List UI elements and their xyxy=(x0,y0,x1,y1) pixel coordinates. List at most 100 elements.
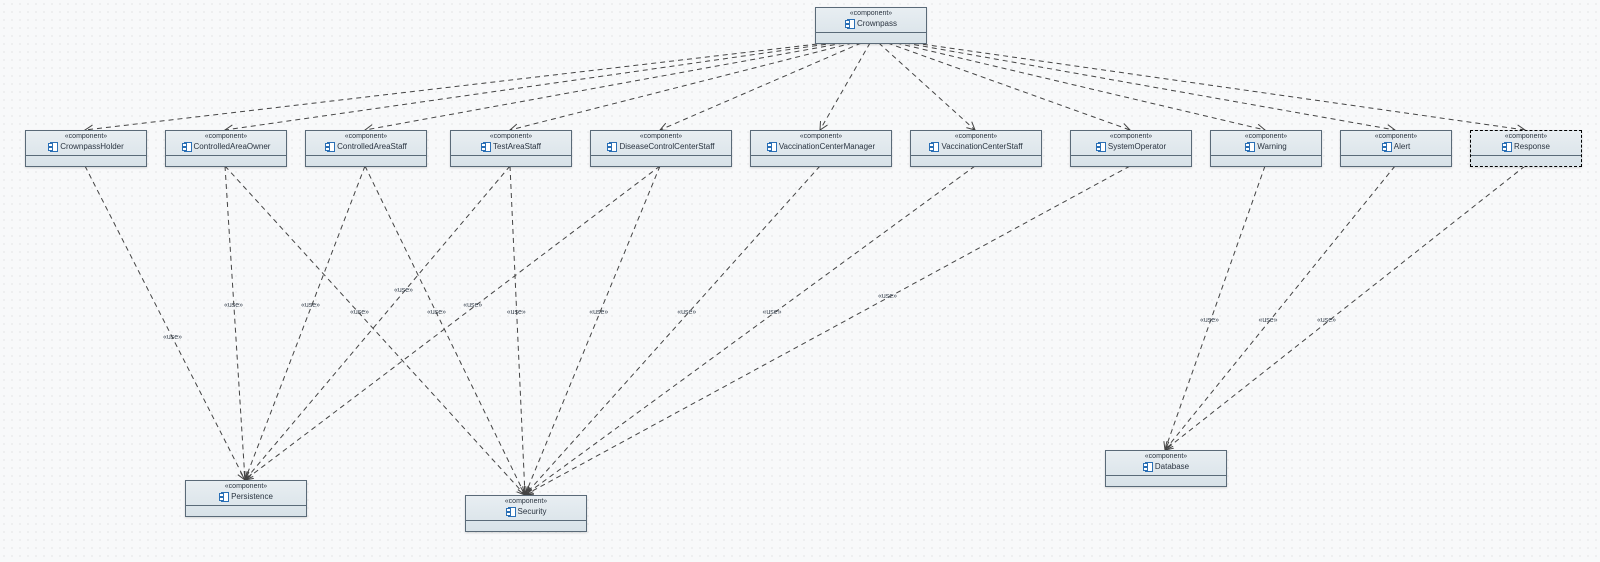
component-icon xyxy=(219,492,228,501)
stereotype-label: «component» xyxy=(186,481,306,491)
component-body xyxy=(1106,476,1226,486)
diagram-canvas: «component»Crownpass«component»Crownpass… xyxy=(0,0,1600,562)
component-icon xyxy=(1143,462,1152,471)
component-body xyxy=(1211,156,1321,166)
component-name-row: DiseaseControlCenterStaff xyxy=(591,141,731,156)
component-crownpass[interactable]: «component»Crownpass xyxy=(815,7,927,44)
component-name-row: ControlledAreaStaff xyxy=(306,141,426,156)
component-testAreaStaff[interactable]: «component»TestAreaStaff xyxy=(450,130,572,167)
component-icon xyxy=(48,142,57,151)
stereotype-label: «component» xyxy=(1211,131,1321,141)
component-name-row: VaccinationCenterManager xyxy=(751,141,891,156)
use-label: «use» xyxy=(878,293,897,300)
component-icon xyxy=(1245,142,1254,151)
component-name-row: Warning xyxy=(1211,141,1321,156)
component-body xyxy=(26,156,146,166)
use-label: «use» xyxy=(463,302,482,309)
component-response[interactable]: «component»Response xyxy=(1470,130,1582,167)
component-name-row: Security xyxy=(466,506,586,521)
component-icon xyxy=(1096,142,1105,151)
use-label: «use» xyxy=(394,287,413,294)
component-crownpassHolder[interactable]: «component»CrownpassHolder xyxy=(25,130,147,167)
stereotype-label: «component» xyxy=(816,8,926,18)
component-icon xyxy=(767,142,776,151)
component-persistence[interactable]: «component»Persistence xyxy=(185,480,307,517)
component-name-row: CrownpassHolder xyxy=(26,141,146,156)
component-vaccinationCenterManager[interactable]: «component»VaccinationCenterManager xyxy=(750,130,892,167)
component-label: Alert xyxy=(1394,141,1410,152)
component-icon xyxy=(1502,142,1511,151)
component-label: TestAreaStaff xyxy=(493,141,541,152)
component-security[interactable]: «component»Security xyxy=(465,495,587,532)
use-label: «use» xyxy=(1200,317,1219,324)
component-icon xyxy=(506,507,515,516)
component-name-row: Alert xyxy=(1341,141,1451,156)
component-icon xyxy=(325,142,334,151)
component-name-row: Database xyxy=(1106,461,1226,476)
component-label: Security xyxy=(518,506,547,517)
use-label: «use» xyxy=(427,309,446,316)
stereotype-label: «component» xyxy=(1071,131,1191,141)
component-label: Database xyxy=(1155,461,1189,472)
component-controlledAreaOwner[interactable]: «component»ControlledAreaOwner xyxy=(165,130,287,167)
component-icon xyxy=(1382,142,1391,151)
stereotype-label: «component» xyxy=(166,131,286,141)
stereotype-label: «component» xyxy=(451,131,571,141)
use-label: «use» xyxy=(163,334,182,341)
stereotype-label: «component» xyxy=(751,131,891,141)
component-name-row: TestAreaStaff xyxy=(451,141,571,156)
component-icon xyxy=(607,142,616,151)
component-warning[interactable]: «component»Warning xyxy=(1210,130,1322,167)
stereotype-label: «component» xyxy=(466,496,586,506)
component-name-row: Persistence xyxy=(186,491,306,506)
component-body xyxy=(166,156,286,166)
component-label: DiseaseControlCenterStaff xyxy=(619,141,714,152)
component-label: VaccinationCenterManager xyxy=(779,141,875,152)
component-body xyxy=(911,156,1041,166)
component-icon xyxy=(929,142,938,151)
use-label: «use» xyxy=(350,309,369,316)
component-vaccinationCenterStaff[interactable]: «component»VaccinationCenterStaff xyxy=(910,130,1042,167)
component-label: Persistence xyxy=(231,491,273,502)
component-label: ControlledAreaOwner xyxy=(194,141,271,152)
stereotype-label: «component» xyxy=(1471,131,1581,141)
component-alert[interactable]: «component»Alert xyxy=(1340,130,1452,167)
stereotype-label: «component» xyxy=(591,131,731,141)
stereotype-label: «component» xyxy=(26,131,146,141)
use-label: «use» xyxy=(763,309,782,316)
component-diseaseControlCenterStaff[interactable]: «component»DiseaseControlCenterStaff xyxy=(590,130,732,167)
component-controlledAreaStaff[interactable]: «component»ControlledAreaStaff xyxy=(305,130,427,167)
component-systemOperator[interactable]: «component»SystemOperator xyxy=(1070,130,1192,167)
use-label: «use» xyxy=(1317,317,1336,324)
component-name-row: VaccinationCenterStaff xyxy=(911,141,1041,156)
stereotype-label: «component» xyxy=(1341,131,1451,141)
component-database[interactable]: «component»Database xyxy=(1105,450,1227,487)
component-label: CrownpassHolder xyxy=(60,141,124,152)
component-body xyxy=(1071,156,1191,166)
stereotype-label: «component» xyxy=(306,131,426,141)
component-icon xyxy=(845,19,854,28)
use-label: «use» xyxy=(589,309,608,316)
component-label: Crownpass xyxy=(857,18,897,29)
component-label: Response xyxy=(1514,141,1550,152)
component-icon xyxy=(481,142,490,151)
component-label: VaccinationCenterStaff xyxy=(941,141,1022,152)
use-label: «use» xyxy=(507,309,526,316)
component-body xyxy=(451,156,571,166)
component-name-row: ControlledAreaOwner xyxy=(166,141,286,156)
use-label: «use» xyxy=(224,302,243,309)
component-body xyxy=(751,156,891,166)
use-label: «use» xyxy=(301,302,320,309)
component-body xyxy=(306,156,426,166)
stereotype-label: «component» xyxy=(911,131,1041,141)
component-label: Warning xyxy=(1257,141,1287,152)
use-label: «use» xyxy=(677,309,696,316)
component-name-row: Crownpass xyxy=(816,18,926,33)
use-label: «use» xyxy=(1259,317,1278,324)
component-body xyxy=(1471,156,1581,166)
component-body xyxy=(1341,156,1451,166)
component-body xyxy=(466,521,586,531)
edges-layer xyxy=(0,0,1600,562)
component-icon xyxy=(182,142,191,151)
component-name-row: SystemOperator xyxy=(1071,141,1191,156)
